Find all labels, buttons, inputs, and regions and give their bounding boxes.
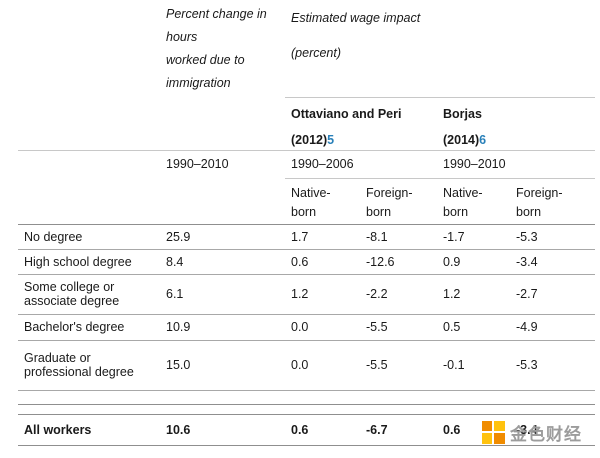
s1-foreign-value: -5.5	[360, 314, 437, 341]
empty-cell	[18, 178, 160, 225]
table-row-high-school: High school degree 8.4 0.6 -12.6 0.9 -3.…	[18, 249, 596, 275]
empty-corner-cell	[18, 0, 160, 97]
watermark-text: 金色财经	[510, 425, 582, 444]
study2-period: 1990–2010	[437, 150, 596, 179]
header-row-periods: 1990–2010 1990–2006 1990–2010	[18, 150, 596, 179]
s1-native-value: 0.6	[285, 414, 360, 446]
hours-value: 25.9	[160, 224, 285, 250]
watermark: 金色财经	[482, 420, 582, 445]
s1-native-value: 1.7	[285, 224, 360, 250]
hours-value: 15.0	[160, 340, 285, 391]
row-label: No degree	[18, 224, 160, 250]
s2-foreign-value: -3.4	[510, 249, 596, 275]
s2-foreign-value: -4.9	[510, 314, 596, 341]
s1-native-value: 0.0	[285, 314, 360, 341]
wage-impact-title-line2: (percent)	[291, 46, 342, 60]
s2-foreign-value: -2.7	[510, 274, 596, 315]
study1-header: Ottaviano and Peri (2012)5	[285, 97, 437, 151]
s2-native-value: 1.2	[437, 274, 510, 315]
header-row-titles: Percent change in hours worked due to im…	[18, 0, 596, 98]
s2-foreign-value: -5.3	[510, 340, 596, 391]
study2-foreign-header: Foreign-born	[510, 178, 596, 225]
study1-foreign-header: Foreign-born	[360, 178, 437, 225]
study1-footnote-link[interactable]: 5	[327, 132, 335, 147]
table-row-no-degree: No degree 25.9 1.7 -8.1 -1.7 -5.3	[18, 224, 596, 250]
row-label: Bachelor's degree	[18, 314, 160, 341]
empty-cell	[160, 178, 285, 225]
study1-name: Ottaviano and Peri	[291, 106, 402, 121]
study2-name: Borjas	[443, 106, 482, 121]
table-row-graduate: Graduate or professional degree 15.0 0.0…	[18, 340, 596, 391]
immigration-impact-table: Percent change in hours worked due to im…	[18, 0, 596, 446]
header-row-birthplace: Native-born Foreign-born Native-born For…	[18, 178, 596, 225]
separator-cell	[18, 403, 596, 415]
empty-cell	[18, 150, 160, 178]
wage-impact-title-line1: Estimated wage impact	[291, 11, 421, 25]
table-row-bachelors: Bachelor's degree 10.9 0.0 -5.5 0.5 -4.9	[18, 314, 596, 341]
s1-native-value: 1.2	[285, 274, 360, 315]
s2-native-value: 0.5	[437, 314, 510, 341]
empty-cell	[160, 97, 285, 151]
hours-value: 10.9	[160, 314, 285, 341]
hours-value: 10.6	[160, 414, 285, 446]
study2-footnote-link[interactable]: 6	[479, 132, 487, 147]
s1-foreign-value: -5.5	[360, 340, 437, 391]
separator-band-row	[18, 403, 596, 415]
study2-native-header: Native-born	[437, 178, 510, 225]
s2-native-value: 0.9	[437, 249, 510, 275]
s1-foreign-value: -6.7	[360, 414, 437, 446]
s1-foreign-value: -8.1	[360, 224, 437, 250]
hours-period: 1990–2010	[166, 157, 229, 172]
hours-value: 8.4	[160, 249, 285, 275]
row-label: All workers	[18, 414, 160, 446]
jinse-finance-logo-icon	[482, 421, 505, 444]
study2-yearline: (2014)6	[443, 132, 589, 148]
hours-column-title-text: Percent change in hours worked due to im…	[166, 7, 267, 90]
wage-impact-group-title: Estimated wage impact (percent)	[285, 0, 596, 98]
study1-yearline: (2012)5	[291, 132, 431, 148]
study2-header: Borjas (2014)6	[437, 97, 596, 151]
s2-native-value: -0.1	[437, 340, 510, 391]
row-label: Graduate or professional degree	[18, 340, 160, 391]
table-row-some-college: Some college or associate degree 6.1 1.2…	[18, 274, 596, 315]
hours-value: 6.1	[160, 274, 285, 315]
study2-year: (2014)	[443, 132, 480, 147]
s1-foreign-value: -12.6	[360, 249, 437, 275]
s2-foreign-value: -5.3	[510, 224, 596, 250]
study1-period: 1990–2006	[285, 150, 437, 179]
study1-native-header: Native-born	[285, 178, 360, 225]
spacer-cell	[18, 390, 595, 404]
spacer-row	[18, 390, 595, 404]
s2-foreign-value: -3.4	[510, 414, 596, 446]
hours-column-title: Percent change in hours worked due to im…	[160, 0, 285, 97]
header-row-studies: Ottaviano and Peri (2012)5 Borjas (2014)…	[18, 97, 596, 151]
s1-native-value: 0.0	[285, 340, 360, 391]
s1-foreign-value: -2.2	[360, 274, 437, 315]
study1-year: (2012)	[291, 132, 328, 147]
s2-native-value: -1.7	[437, 224, 510, 250]
empty-cell	[18, 97, 160, 151]
row-label: High school degree	[18, 249, 160, 275]
row-label: Some college or associate degree	[18, 274, 160, 315]
s1-native-value: 0.6	[285, 249, 360, 275]
